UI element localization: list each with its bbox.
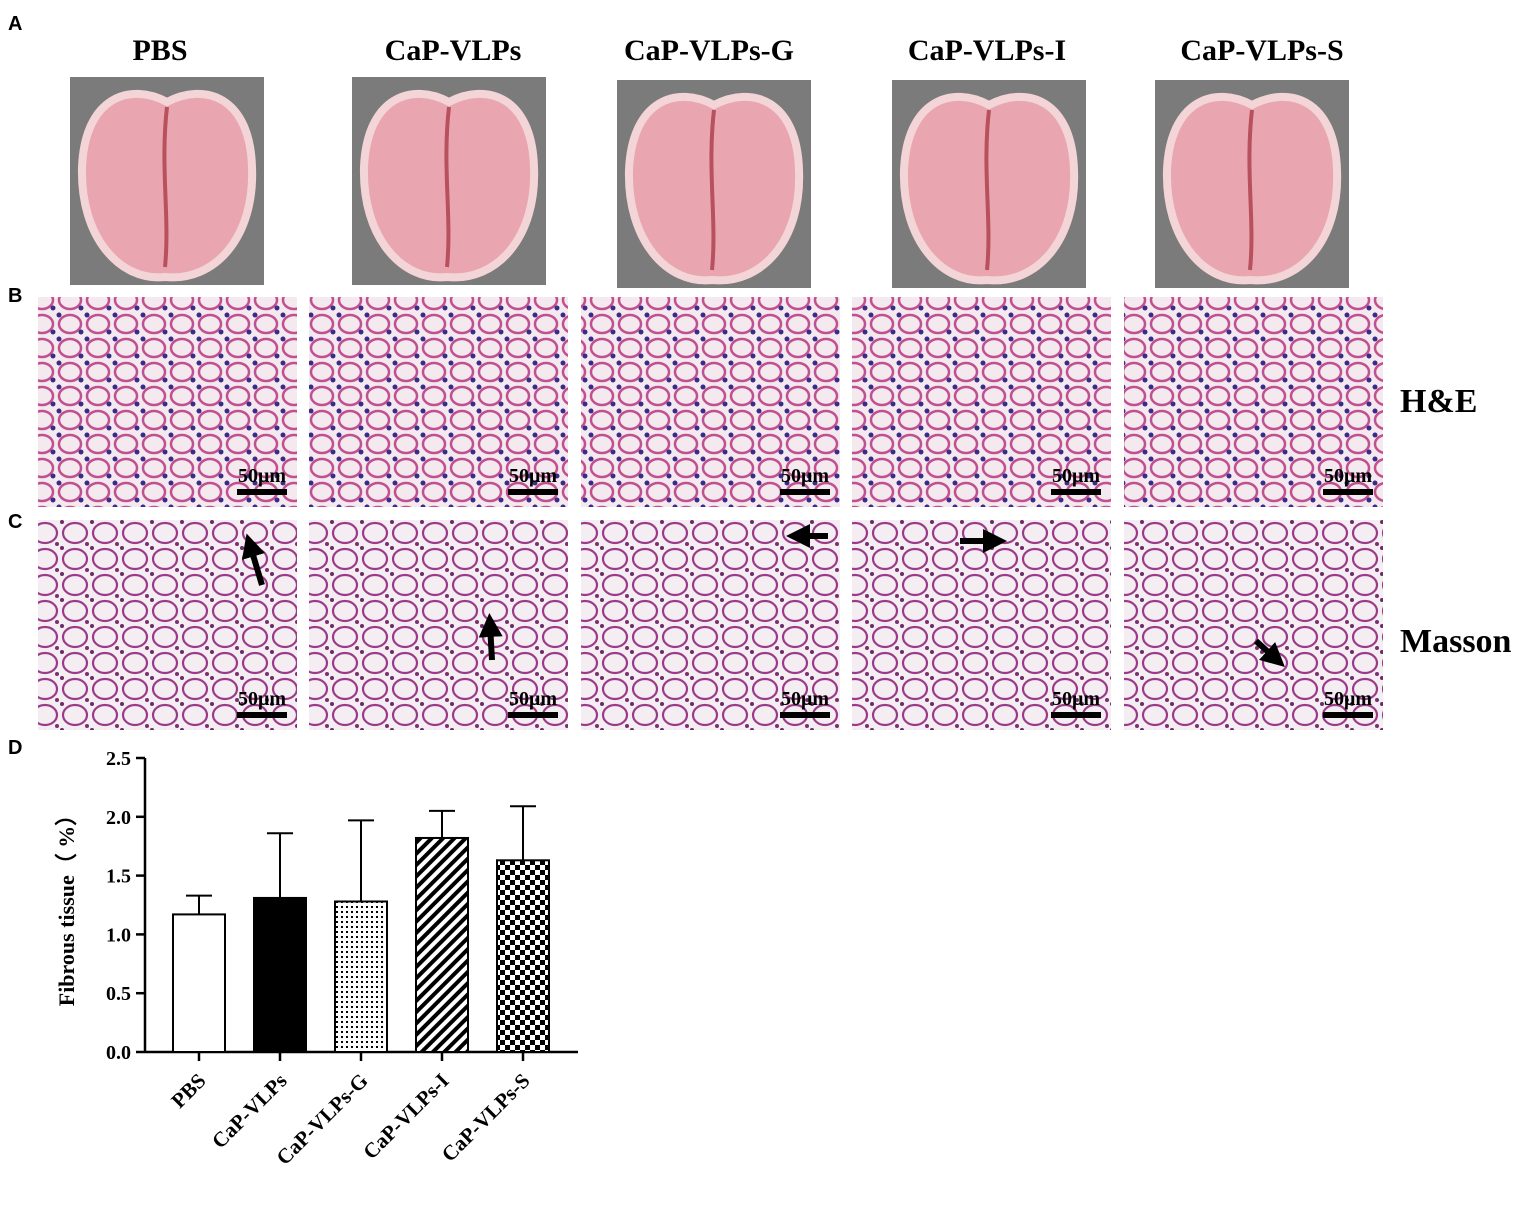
stain-label: H&E [1400,383,1477,420]
bar [415,836,469,1054]
group-title: PBS [132,34,187,67]
histology-image [852,297,1111,507]
y-tick-label: 0.5 [106,983,131,1005]
scale-label: 50μm [238,465,286,487]
scale-bar [1323,712,1373,718]
y-tick-label: 0.0 [106,1042,131,1064]
histology-image [1124,297,1383,507]
scale-label: 50μm [509,688,557,710]
arrow [241,533,265,586]
histology-image [309,520,568,730]
panel-label: B [8,285,22,307]
panel-label: A [8,13,22,35]
x-tick-label: CaP-VLPs [207,1069,292,1154]
scale-bar [508,489,558,495]
group-title: CaP-VLPs-G [624,34,794,67]
histology-image [309,297,568,507]
histology-image [581,297,840,507]
scale-label: 50μm [781,688,829,710]
scale-label: 50μm [1324,465,1372,487]
arrow [478,613,503,661]
histology-image [1124,520,1383,730]
scale-bar [1051,489,1101,495]
bar [253,896,307,1053]
scale-bar [780,489,830,495]
arrow [1253,638,1285,668]
y-tick-label: 2.0 [106,807,131,829]
group-title: CaP-VLPs-I [908,34,1066,67]
scale-bar [780,712,830,718]
panel-label: C [8,511,22,533]
lung-fissure [709,109,716,271]
histology-image [38,297,297,507]
scale-label: 50μm [1052,465,1100,487]
y-tick-label: 2.5 [106,748,131,770]
group-title: CaP-VLPs-S [1180,34,1343,67]
scale-label: 50μm [1324,688,1372,710]
group-title: CaP-VLPs [385,34,522,67]
lung-fissure [162,106,169,268]
panel-label: D [8,737,22,759]
scale-bar [1323,489,1373,495]
y-tick-label: 1.5 [106,866,131,888]
scale-label: 50μm [238,688,286,710]
y-tick-label: 1.0 [106,924,131,946]
x-tick-label: PBS [166,1069,210,1113]
scale-label: 50μm [781,465,829,487]
x-tick-label: CaP-VLPs-S [437,1069,535,1167]
lung-fissure [984,109,991,271]
histology-image [581,520,840,730]
scale-label: 50μm [509,465,557,487]
bar [334,900,388,1053]
bar [496,859,550,1054]
histology-image [852,520,1111,730]
scale-bar [237,489,287,495]
scale-label: 50μm [1052,688,1100,710]
scale-bar [1051,712,1101,718]
lung-fissure [1247,109,1254,271]
scale-bar [508,712,558,718]
stain-label: Masson [1400,623,1512,660]
lung-fissure [444,106,451,268]
y-axis-label: Fibrous tissue（ %） [54,804,79,1007]
scale-bar [237,712,287,718]
bar [172,913,226,1054]
